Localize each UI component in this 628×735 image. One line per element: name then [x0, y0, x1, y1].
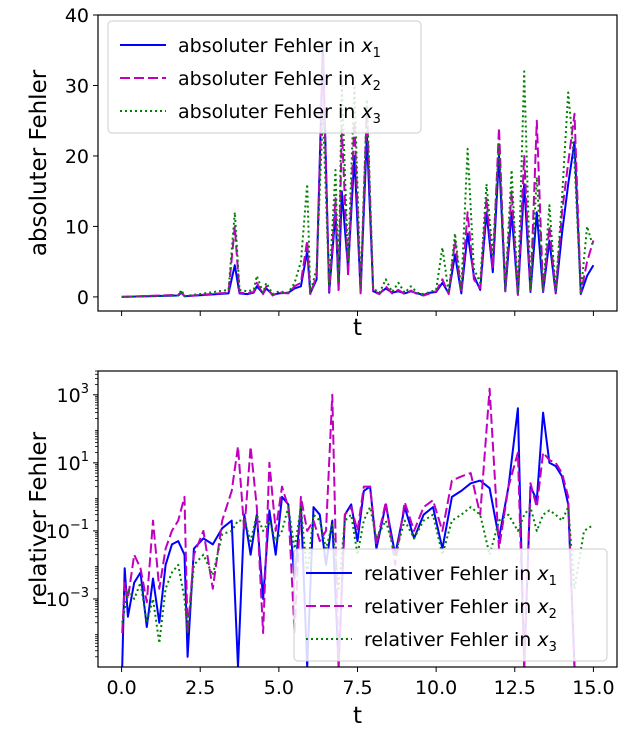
y-tick-label: 40 [65, 5, 89, 27]
x-axis-label: t [353, 703, 362, 729]
series-x2-line [121, 387, 576, 667]
y-tick-label: 10 [65, 216, 89, 238]
x-axis-label: t [353, 315, 362, 341]
x-tick-label: 12.5 [494, 677, 536, 699]
x-tick-label: 0.0 [106, 677, 136, 699]
legend-box [293, 548, 608, 662]
y-axis-label: relativer Fehler [26, 431, 52, 606]
y-axis-label: absoluter Fehler [26, 69, 52, 256]
y-tick-label: 0 [77, 287, 89, 309]
x-tick-label: 10.0 [415, 677, 457, 699]
y-tick-label: 20 [65, 146, 89, 168]
series-group [121, 42, 595, 298]
x-tick-label: 7.5 [342, 677, 372, 699]
legend: relativer Fehler in x1 relativer Fehler i… [293, 548, 608, 662]
axes-bottom: 10−3 10−1 101 103 0.0 2.5 5.0 7.5 10.0 12.5 15.0 t r… [26, 370, 618, 729]
y-tick-label: 103 [57, 382, 89, 407]
legend-label-x1: absoluter Fehler in x1 [178, 35, 381, 61]
legend-label-x3: absoluter Fehler in x3 [178, 101, 381, 127]
y-tick-label: 10−3 [46, 586, 89, 611]
legend: absoluter Fehler in x1 absoluter Fehler i… [107, 20, 422, 134]
legend-label-x3: relativer Fehler in x3 [364, 629, 557, 655]
legend-label-x2: absoluter Fehler in x2 [178, 68, 381, 94]
y-tick-label: 101 [57, 450, 89, 475]
y-tick-label: 30 [65, 75, 89, 97]
series-x3-line [121, 506, 594, 645]
y-tick-label: 10−1 [46, 518, 89, 543]
legend-box [107, 20, 422, 134]
axes-top: 0 10 20 30 40 t absoluter Fehler absoluter Fehl… [26, 5, 618, 341]
x-tick-label: 5.0 [264, 677, 294, 699]
legend-label-x2: relativer Fehler in x2 [364, 596, 557, 622]
legend-label-x1: relativer Fehler in x1 [364, 563, 557, 589]
x-tick-label: 15.0 [572, 677, 614, 699]
x-tick-label: 2.5 [185, 677, 215, 699]
